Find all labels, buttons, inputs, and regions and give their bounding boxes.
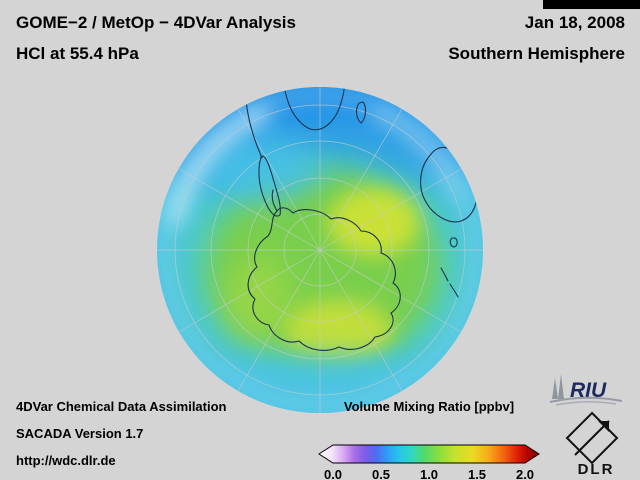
antarctic-peninsula: [271, 189, 278, 212]
colorbar: Volume Mixing Ratio [ppbv]: [318, 399, 540, 480]
south-america-west-coast: [245, 99, 263, 159]
colorbar-gradient-bar: [318, 444, 540, 464]
top-right-black-strip: [543, 0, 640, 9]
dlr-mark-icon: [565, 411, 619, 465]
tick-label-1: 0.5: [371, 467, 391, 480]
riu-logo-text: RIU: [570, 379, 607, 402]
graticule: [157, 87, 483, 413]
colorbar-scale: [318, 444, 540, 464]
tick-label-3: 1.5: [467, 467, 487, 480]
coastlines: [245, 88, 478, 351]
antarctica-coastline: [247, 207, 401, 351]
figure-hemisphere: Southern Hemisphere: [448, 44, 625, 63]
footer-url: http://wdc.dlr.de: [16, 453, 116, 468]
africa-coastline: [284, 88, 345, 131]
riu-swoosh-2: [555, 401, 617, 406]
header-right: Jan 18, 2008 Southern Hemisphere: [448, 7, 625, 69]
tasmania-coastline: [449, 237, 458, 248]
riu-swoosh-1: [549, 396, 623, 403]
tick-label-0: 0.0: [323, 467, 343, 480]
figure-date: Jan 18, 2008: [524, 13, 625, 32]
cathedral-icon: [552, 374, 564, 399]
riu-logo: RIU: [548, 371, 626, 412]
figure-subtitle: HCl at 55.4 hPa: [16, 44, 139, 63]
footer-version: SACADA Version 1.7: [16, 426, 144, 441]
dlr-logo-text: DLR: [578, 461, 615, 476]
tick-label-4: 2.0: [515, 467, 535, 480]
dlr-logo: DLR: [560, 408, 624, 480]
colorbar-tick-labels: 0.0 0.5 1.0 1.5 2.0: [318, 467, 540, 480]
footer-assimilation: 4DVar Chemical Data Assimilation: [16, 399, 227, 414]
south-america-coastline: [258, 155, 281, 217]
new-zealand-coastline: [440, 267, 459, 298]
tick-label-2: 1.0: [419, 467, 439, 480]
colorbar-title: Volume Mixing Ratio [ppbv]: [343, 399, 515, 414]
madagascar-coastline: [356, 101, 366, 124]
figure-title: GOME−2 / MetOp − 4DVar Analysis: [16, 13, 296, 32]
header-left: GOME−2 / MetOp − 4DVar Analysis HCl at 5…: [16, 7, 296, 69]
globe: [157, 87, 483, 413]
